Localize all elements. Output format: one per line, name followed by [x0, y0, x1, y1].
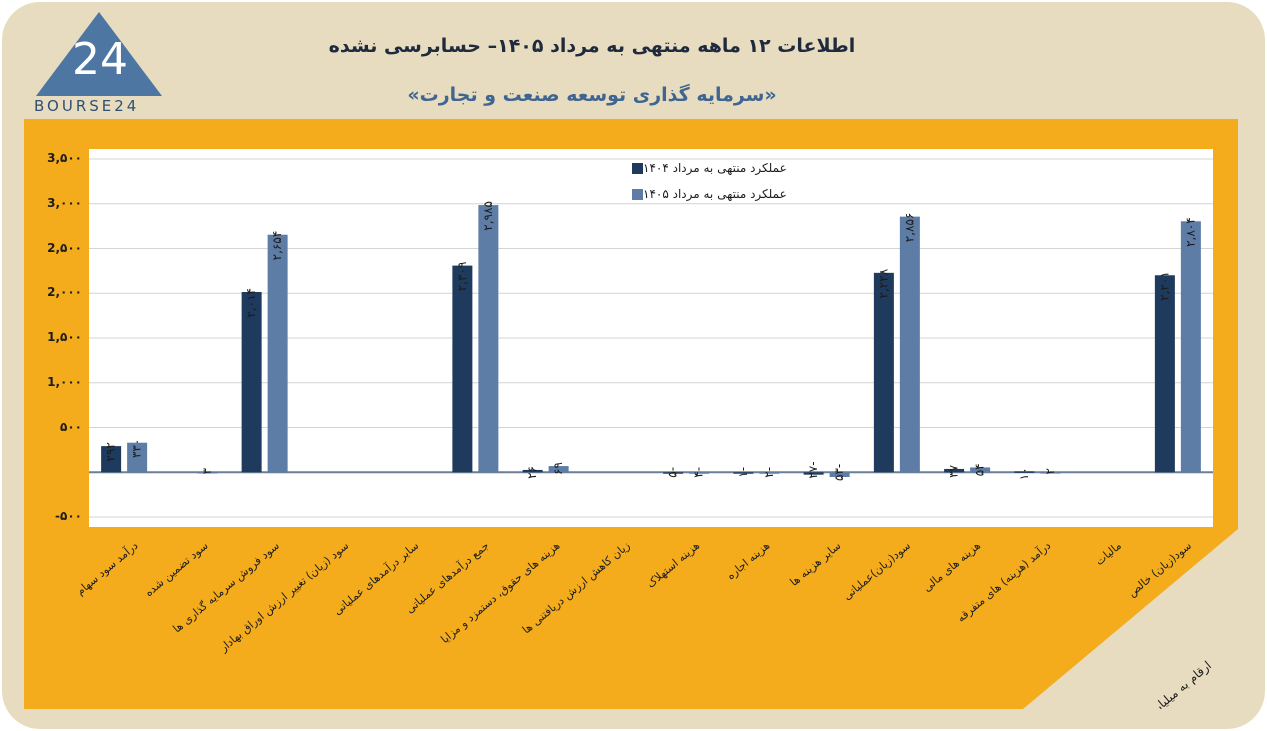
- bar-1405: [478, 205, 499, 473]
- bar-1405: [548, 466, 569, 473]
- bar-1404: [452, 265, 473, 473]
- x-tick-label: سود (زیان) تغییر ارزش اوراق بهادار: [217, 539, 352, 655]
- legend-swatch-1405: [632, 188, 643, 200]
- bar-1405: [899, 216, 920, 473]
- bar-1404: [663, 472, 684, 474]
- x-tick-label: درآمد سود سهام: [73, 539, 141, 598]
- bar-1404: [733, 472, 754, 474]
- bar-1405: [1180, 221, 1201, 473]
- y-tick-label: ۵۰۰: [60, 419, 82, 434]
- data-label: ۲,۳۰۹: [455, 262, 469, 292]
- logo-icon: 24: [36, 12, 162, 96]
- legend-item-1404: عملکرد منتهی به مرداد ۱۴۰۴: [622, 161, 787, 175]
- unit-corner: [1023, 529, 1238, 709]
- bar-1405: [1040, 472, 1061, 474]
- logo-number: 24: [72, 34, 128, 85]
- x-tick-label: هزینه استهلاک: [644, 539, 703, 591]
- data-label: ۲,۰۱۴: [244, 288, 258, 318]
- data-label: ۲,۶۵۴: [270, 231, 284, 261]
- bar-1405: [829, 472, 850, 477]
- bar-1404: [944, 468, 965, 473]
- legend: عملکرد منتهی به مرداد ۱۴۰۴ عملکرد منتهی …: [622, 161, 787, 213]
- y-tick-label: -۵۰۰: [55, 509, 82, 523]
- bar-chart: ۲۹۲ ۳۳۰ ۳ ۲,۰۱۴ ۲,۶۵۴ ۲,۳۰۹ ۲,۹۸۵ ۲۶ ۶۹ -۵ -۴ -۱ -۲ -…: [89, 158, 1213, 518]
- data-label: ۲: [1043, 468, 1057, 474]
- page-title: اطلاعات ۱۲ ماهه منتهی به مرداد ۱۴۰۵– حسا…: [328, 35, 856, 57]
- bar-1405: [970, 467, 991, 473]
- data-label: -۵: [666, 467, 680, 478]
- bar-1405: [689, 472, 710, 474]
- legend-swatch-1404: [632, 162, 643, 174]
- page-subtitle: «سرمایه گذاری توسعه صنعت و تجارت»: [407, 84, 777, 106]
- x-tick-label: سود(زیان)عملیاتی: [840, 539, 913, 603]
- data-label: -۵۳: [832, 464, 846, 481]
- data-label: ۱۰: [1017, 467, 1031, 480]
- plot-area: ۲۹۲ ۳۳۰ ۳ ۲,۰۱۴ ۲,۶۵۴ ۲,۳۰۹ ۲,۹۸۵ ۲۶ ۶۹ -۵ -۴ -۱ -۲ -…: [89, 149, 1213, 527]
- bar-1405: [759, 472, 780, 474]
- data-label: ۲۹۲: [104, 442, 118, 461]
- data-label: ۲,۸۰۴: [1183, 217, 1197, 247]
- legend-label-1404: عملکرد منتهی به مرداد ۱۴۰۴: [643, 161, 787, 175]
- data-label: ۶۹: [551, 462, 565, 475]
- data-label: ۵۴: [973, 463, 987, 476]
- y-tick-label: 2,۰۰۰: [47, 285, 82, 300]
- data-label: ۳: [200, 467, 214, 474]
- data-label: -۲: [762, 467, 776, 478]
- bar-1404: [873, 272, 894, 473]
- y-tick-label: 3,۵۰۰: [47, 151, 82, 165]
- x-tick-label: هزینه های حقوق، دستمزد و مزایا: [437, 539, 563, 647]
- data-label: ۲,۲۲۸: [876, 268, 890, 298]
- x-tick-label: سایر هزینه ها: [787, 539, 843, 589]
- data-label: -۲۷: [806, 461, 820, 478]
- y-tick-label: 2,۵۰۰: [47, 240, 82, 255]
- data-label: ۲,۸۵۶: [902, 213, 916, 243]
- bar-1404: [1154, 275, 1175, 473]
- data-label: -۴: [692, 467, 706, 478]
- data-label: -۱: [736, 467, 750, 478]
- legend-label-1405: عملکرد منتهی به مرداد ۱۴۰۵: [643, 187, 787, 201]
- x-tick-label: سود تضمین شده: [142, 539, 211, 600]
- legend-item-1405: عملکرد منتهی به مرداد ۱۴۰۵: [622, 187, 787, 201]
- bar-1405: [127, 442, 148, 473]
- data-label: ۳۳۰: [130, 439, 144, 458]
- bar-1404: [1014, 471, 1035, 473]
- bar-1405: [197, 471, 218, 474]
- x-tick-label: هزینه های مالی: [920, 539, 984, 595]
- data-label: ۳۷: [947, 464, 961, 477]
- data-label: ۲,۹۸۵: [481, 201, 495, 231]
- bar-1404: [101, 446, 122, 473]
- y-tick-label: 1,۰۰۰: [47, 374, 82, 389]
- chart-panel: ۲۹۲ ۳۳۰ ۳ ۲,۰۱۴ ۲,۶۵۴ ۲,۳۰۹ ۲,۹۸۵ ۲۶ ۶۹ -۵ -۴ -۱ -۲ -…: [24, 119, 1238, 709]
- data-label: ۲۶: [525, 466, 539, 479]
- x-tick-label: هزینه اجاره: [724, 539, 773, 583]
- y-tick-label: 1,۵۰۰: [47, 330, 82, 344]
- bar-1405: [267, 234, 288, 473]
- logo-text: BOURSE24: [34, 97, 140, 115]
- y-tick-label: 3,۰۰۰: [47, 195, 82, 210]
- data-label: ۲,۲۰۱: [1157, 271, 1171, 301]
- bar-1404: [522, 469, 543, 473]
- bar-1404: [803, 472, 824, 475]
- bar-1404: [241, 291, 262, 473]
